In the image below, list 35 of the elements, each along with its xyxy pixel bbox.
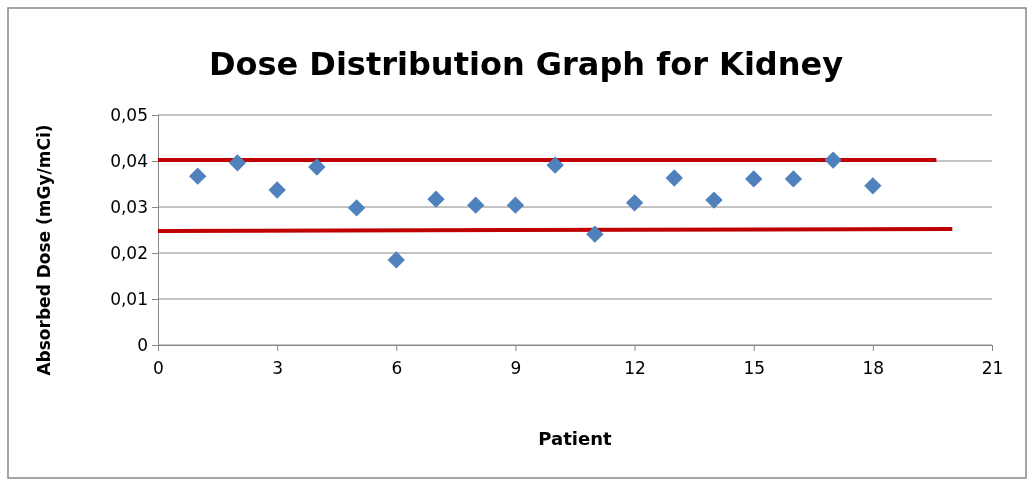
point	[665, 169, 683, 187]
y-tick-label: 0,02	[110, 242, 148, 263]
point	[745, 170, 763, 188]
point	[784, 170, 803, 188]
point	[586, 225, 604, 243]
y-tick-label: 0	[137, 334, 148, 355]
point	[705, 191, 723, 209]
x-tick-label: 21	[981, 358, 1004, 379]
x-tick-label: 12	[624, 358, 646, 379]
x-tick-label: 9	[510, 358, 522, 379]
point	[467, 196, 485, 214]
point	[864, 177, 882, 195]
point	[625, 194, 644, 212]
point	[308, 158, 326, 176]
point	[228, 154, 247, 172]
y-tick-label: 0,01	[110, 288, 148, 309]
point	[824, 151, 842, 169]
x-tick-label: 6	[391, 358, 403, 379]
chart-title: Dose Distribution Graph for Kidney	[208, 45, 844, 83]
point	[189, 167, 207, 185]
point	[347, 199, 366, 217]
x-tick-label: 18	[862, 358, 885, 379]
x-axis-title: Patient	[538, 428, 613, 449]
x-tick-label: 3	[272, 358, 284, 379]
x-tick-label: 15	[743, 358, 766, 379]
y-tick-label: 0,03	[110, 196, 148, 217]
y-tick-label: 0,04	[110, 150, 148, 171]
y-axis-title: Absorbed Dose (mGy/mCi)	[34, 124, 54, 376]
y-tick-label: 0,05	[110, 104, 148, 125]
point	[427, 190, 445, 208]
x-tick-label: 0	[153, 358, 164, 379]
point	[546, 156, 564, 174]
point	[387, 251, 405, 269]
point	[268, 181, 286, 199]
point	[506, 196, 525, 214]
